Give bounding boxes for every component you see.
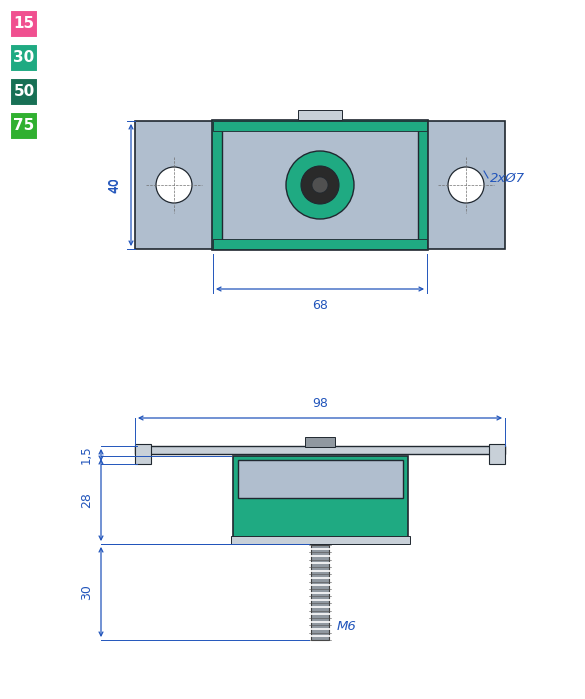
Text: 50: 50 xyxy=(13,85,35,99)
Polygon shape xyxy=(135,121,213,249)
Text: 2xØ7: 2xØ7 xyxy=(490,171,525,185)
Text: 30: 30 xyxy=(80,584,93,600)
Ellipse shape xyxy=(286,151,354,219)
Polygon shape xyxy=(222,130,418,240)
Circle shape xyxy=(448,167,484,203)
Polygon shape xyxy=(232,456,408,544)
Polygon shape xyxy=(10,112,38,140)
Text: 75: 75 xyxy=(13,119,35,134)
Polygon shape xyxy=(213,239,427,249)
Text: 98: 98 xyxy=(312,397,328,410)
Text: 40: 40 xyxy=(107,177,120,193)
Polygon shape xyxy=(230,536,410,544)
Text: 15: 15 xyxy=(13,17,35,31)
Polygon shape xyxy=(135,444,151,464)
Polygon shape xyxy=(213,121,427,131)
Text: 68: 68 xyxy=(312,299,328,312)
Text: 40: 40 xyxy=(108,177,121,193)
Polygon shape xyxy=(311,545,329,640)
Polygon shape xyxy=(298,110,342,120)
Text: M6: M6 xyxy=(337,619,357,633)
Text: 1,5: 1,5 xyxy=(80,446,93,464)
Text: 30: 30 xyxy=(13,50,35,66)
Text: 28: 28 xyxy=(80,492,93,508)
Polygon shape xyxy=(10,44,38,72)
Polygon shape xyxy=(10,78,38,106)
Polygon shape xyxy=(135,446,505,454)
Polygon shape xyxy=(238,460,402,498)
Polygon shape xyxy=(212,120,428,250)
Ellipse shape xyxy=(301,166,339,204)
Polygon shape xyxy=(305,437,335,447)
Polygon shape xyxy=(427,121,505,249)
Polygon shape xyxy=(10,10,38,38)
Ellipse shape xyxy=(312,177,328,193)
Polygon shape xyxy=(489,444,505,464)
Circle shape xyxy=(156,167,192,203)
